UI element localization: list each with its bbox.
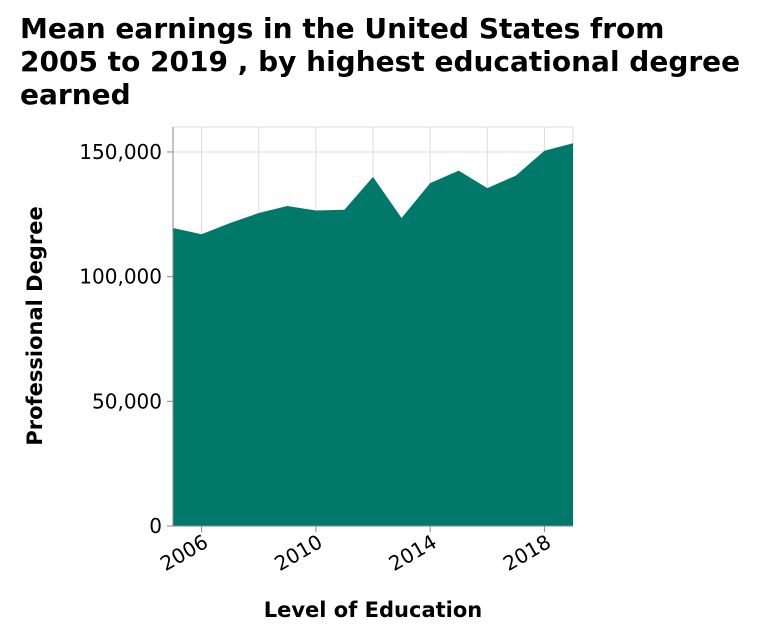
y-tick-label: 50,000: [92, 389, 162, 413]
chart-title: Mean earnings in the United States from …: [20, 12, 741, 111]
x-tick-label: 2014: [385, 530, 441, 576]
area-series-layer: [173, 143, 573, 526]
y-axis-title: Professional Degree: [23, 206, 47, 445]
y-tick-label: 100,000: [79, 265, 162, 289]
x-tick-label: 2006: [156, 530, 212, 576]
y-tick-label: 150,000: [79, 140, 162, 164]
area-series-0: [173, 143, 573, 526]
x-tick-label: 2018: [499, 530, 555, 576]
x-axis-title: Level of Education: [264, 598, 483, 622]
x-tick-label: 2010: [270, 530, 326, 576]
y-tick-label: 0: [149, 514, 162, 538]
